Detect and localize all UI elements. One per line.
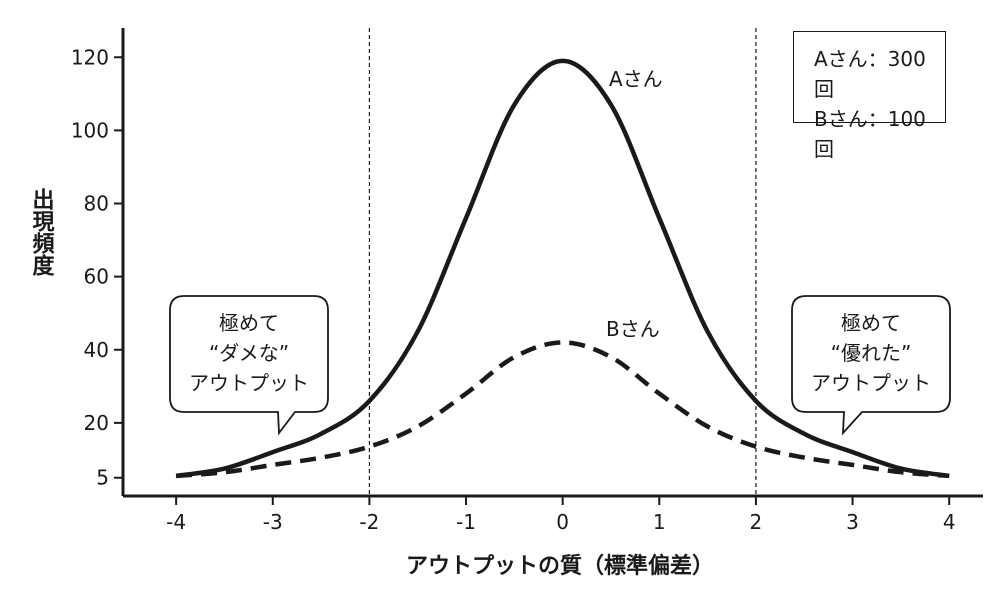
series-lines [175,58,950,479]
series-line-a [175,58,950,479]
y-ticks: 5 20 40 60 80 100 120 [71,45,123,490]
y-tick-label: 100 [71,118,109,142]
bubble-right-line-1: 極めて [841,311,901,335]
series-label-b: Bさん [606,317,660,341]
x-ticks: -4 -3 -2 -1 0 1 2 3 4 [166,496,956,534]
y-tick-label: 80 [84,192,109,216]
y-tick-label: 5 [96,466,109,490]
series-labels: Aさん Bさん [606,67,663,341]
y-tick-label: 120 [71,45,109,69]
bubble-left-line-2: “ダメな” [209,341,289,365]
x-tick-label: 3 [846,510,859,534]
legend-line-b: Bさん：100回 [814,107,926,161]
annotation-right: 極めて “優れた” アウトプット [791,295,951,436]
legend-line-a: Aさん：300回 [814,47,926,101]
x-tick-label: 4 [943,510,956,534]
y-tick-label: 60 [84,265,109,289]
annotation-left: 極めて “ダメな” アウトプット [169,295,329,436]
x-axis-label: アウトプットの質（標準偏差） [406,553,714,579]
x-tick-label: -1 [456,510,476,534]
bubble-left-line-1: 極めて [219,311,279,335]
bubble-right-line-2: “優れた” [831,341,912,365]
x-tick-label: 0 [556,510,569,534]
series-line-b [175,340,950,479]
x-tick-label: 2 [750,510,763,534]
y-tick-label: 40 [84,338,109,362]
x-tick-label: -3 [263,510,283,534]
y-tick-label: 20 [84,411,109,435]
bubble-right-line-3: アウトプット [811,371,931,395]
series-label-a: Aさん [609,67,663,91]
x-tick-label: -4 [166,510,186,534]
x-tick-label: 1 [653,510,666,534]
reference-lines [368,28,757,496]
bubble-left-line-3: アウトプット [189,371,309,395]
legend: Aさん：300回 Bさん：100回 [793,31,946,161]
bubble-left-shape [169,295,329,436]
bubble-right-shape [791,295,951,436]
x-tick-label: -2 [359,510,379,534]
axes [121,28,983,498]
y-axis-label: 出現頻度 [29,188,55,277]
